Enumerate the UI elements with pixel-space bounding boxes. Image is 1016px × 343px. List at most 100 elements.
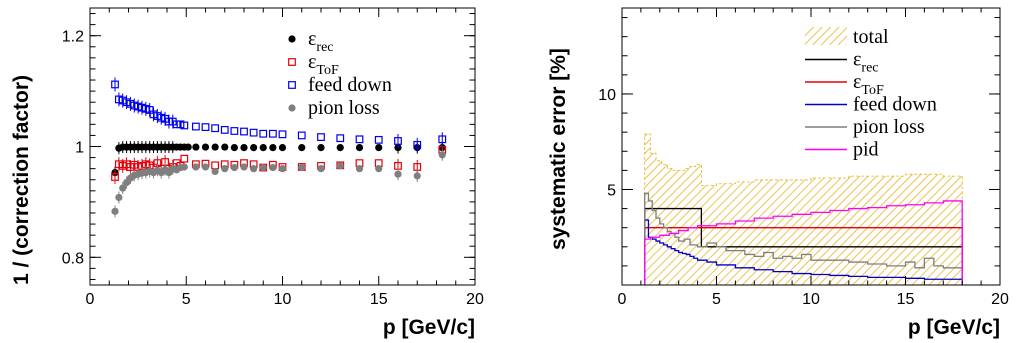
legend-total-swatch — [805, 27, 847, 45]
rec-point — [240, 144, 248, 152]
rec-point — [336, 144, 344, 152]
rec-point — [278, 144, 287, 152]
left-y-tick-label: 1.2 — [62, 29, 84, 46]
pion-loss-point — [201, 163, 210, 171]
rec-point — [192, 143, 200, 151]
pion-loss-point — [240, 163, 248, 171]
right-x-axis-title: p [GeV/c] — [908, 316, 1000, 339]
pion-loss-point — [259, 163, 267, 172]
feed-down-line — [644, 219, 963, 285]
legend-total-label: total — [853, 26, 889, 48]
legend-pion-loss-label: pion loss — [308, 97, 380, 119]
feed-down-point — [240, 127, 248, 136]
feed-down-point — [336, 134, 345, 143]
pion-loss-point — [278, 165, 287, 173]
feed-down-point — [268, 129, 277, 138]
right-y-tick-label: 5 — [607, 182, 616, 199]
legend-pion-loss-label: pion loss — [853, 116, 925, 138]
left-plot-area — [111, 77, 447, 218]
feed-down-point — [374, 135, 383, 144]
pion-loss-point — [298, 163, 306, 172]
rec-point — [221, 143, 229, 151]
feed-down-point — [191, 122, 200, 131]
total-band-outline — [644, 133, 963, 285]
left-x-tick-label: 0 — [86, 291, 95, 308]
left-x-tick-label: 20 — [466, 291, 484, 308]
pion-loss-line — [644, 192, 963, 285]
feed-down-point — [111, 80, 119, 89]
rec-point — [259, 144, 267, 152]
pion-loss-point — [221, 165, 229, 173]
rec-point — [230, 144, 238, 152]
rec-point — [298, 144, 306, 152]
pion-loss-point — [250, 165, 258, 173]
left-x-tick-label: 10 — [274, 291, 292, 308]
pion-loss-point — [336, 162, 344, 170]
feed-down-point — [317, 133, 325, 141]
legend-feed-down-marker — [288, 81, 296, 89]
legend-rec-label: εrec — [308, 28, 334, 55]
left-y-axis-title: 1 / (correction factor) — [10, 75, 33, 285]
right-x-tick-label: 5 — [712, 291, 721, 308]
left-chart: 0 5 10 15 20 0.8 1 1.2 p [GeV/c] 1 / (correctio… — [10, 7, 484, 339]
rec-point — [317, 144, 325, 152]
feed-down-point — [297, 131, 306, 140]
pion-loss-point — [355, 165, 364, 173]
rec-point — [375, 144, 383, 152]
feed-down-point — [438, 135, 447, 144]
right-x-tick-label: 10 — [802, 291, 820, 308]
right-y-tick-label: 10 — [598, 87, 616, 104]
left-y-tick-label: 1 — [75, 140, 84, 157]
right-chart: 0 5 10 15 20 5 10 p [GeV/c] systematic error [… — [547, 7, 1009, 339]
pion-loss-point — [211, 167, 219, 176]
feed-down-point — [278, 130, 287, 139]
feed-down-point — [259, 129, 268, 138]
pion-loss-point — [413, 172, 421, 180]
right-axis-ticks: 0 5 10 15 20 5 10 — [598, 8, 1009, 308]
tof-point — [211, 161, 220, 170]
pion-loss-point — [375, 165, 383, 173]
feed-down-point — [180, 121, 189, 130]
pion-loss-point — [119, 184, 127, 192]
legend-tof-label: εToF — [853, 71, 884, 98]
rec-point — [250, 144, 258, 152]
right-x-tick-label: 20 — [991, 291, 1009, 308]
pion-loss-point — [230, 163, 238, 172]
right-x-tick-label: 15 — [897, 291, 915, 308]
feed-down-point — [413, 140, 422, 149]
left-x-tick-label: 5 — [182, 291, 191, 308]
right-y-axis-title: systematic error [%] — [547, 48, 570, 250]
rec-point — [211, 143, 219, 151]
feed-down-point — [394, 137, 402, 145]
rec-point — [269, 144, 277, 152]
legend-rec-label: εrec — [853, 49, 879, 76]
legend-feed-down-label: feed down — [853, 94, 937, 116]
legend-rec-marker — [288, 35, 296, 43]
rec-point — [201, 143, 210, 151]
pion-loss-point — [180, 163, 188, 171]
pion-loss-point — [192, 163, 200, 171]
legend-tof-marker — [288, 58, 296, 66]
pion-loss-point — [269, 163, 277, 172]
legend-pion-loss-marker — [288, 104, 296, 112]
pid-line — [644, 200, 963, 285]
feed-down-point — [220, 125, 229, 134]
legend-pid-label: pid — [853, 139, 879, 161]
left-x-axis-title: p [GeV/c] — [383, 316, 475, 339]
left-y-tick-label: 0.8 — [62, 250, 84, 267]
tof-point — [111, 173, 119, 181]
legend-feed-down-label: feed down — [308, 74, 392, 96]
right-x-tick-label: 0 — [618, 291, 627, 308]
rec-point — [355, 144, 364, 152]
tof-point — [180, 154, 189, 163]
pion-loss-point — [438, 151, 446, 159]
right-plot-area — [644, 133, 963, 285]
rec-point — [184, 143, 192, 151]
pion-loss-point — [111, 207, 119, 215]
pion-loss-point — [317, 165, 325, 173]
feed-down-point — [230, 127, 239, 135]
left-x-tick-label: 15 — [370, 291, 388, 308]
feed-down-point — [201, 123, 210, 132]
